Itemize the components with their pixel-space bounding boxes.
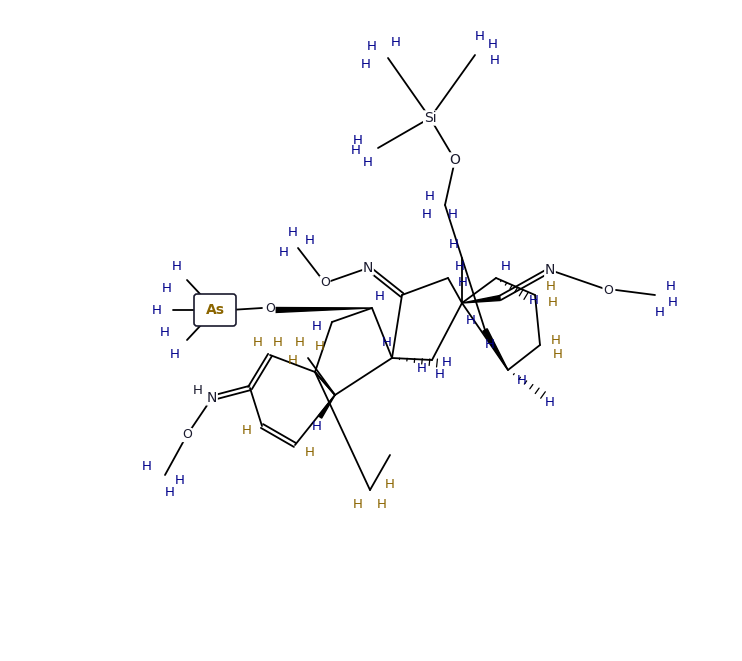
Text: O: O bbox=[450, 153, 461, 167]
Text: H: H bbox=[485, 338, 495, 352]
Text: H: H bbox=[142, 461, 152, 473]
Text: Si: Si bbox=[424, 111, 436, 125]
Text: H: H bbox=[545, 395, 555, 408]
Text: H: H bbox=[655, 307, 665, 319]
Text: N: N bbox=[207, 391, 217, 405]
Text: H: H bbox=[375, 290, 385, 303]
Text: H: H bbox=[351, 143, 361, 157]
Text: H: H bbox=[546, 280, 556, 293]
Text: H: H bbox=[668, 297, 678, 309]
FancyBboxPatch shape bbox=[194, 294, 236, 326]
Text: H: H bbox=[551, 334, 561, 346]
Text: H: H bbox=[312, 420, 322, 434]
Text: H: H bbox=[529, 293, 539, 307]
Text: H: H bbox=[488, 38, 498, 52]
Text: H: H bbox=[172, 260, 182, 272]
Text: H: H bbox=[253, 336, 263, 350]
Text: H: H bbox=[367, 40, 377, 52]
Text: H: H bbox=[435, 368, 445, 381]
Text: H: H bbox=[353, 134, 363, 147]
Text: H: H bbox=[162, 282, 172, 295]
Text: H: H bbox=[170, 348, 180, 360]
Text: H: H bbox=[455, 260, 465, 272]
Text: H: H bbox=[288, 227, 298, 239]
Text: As: As bbox=[206, 303, 225, 317]
Text: H: H bbox=[315, 340, 325, 352]
Text: H: H bbox=[288, 354, 298, 366]
Polygon shape bbox=[275, 307, 372, 313]
Text: H: H bbox=[385, 479, 395, 492]
Text: O: O bbox=[603, 284, 613, 297]
Text: H: H bbox=[193, 383, 203, 397]
Polygon shape bbox=[483, 329, 508, 370]
Text: H: H bbox=[449, 237, 459, 251]
Text: H: H bbox=[425, 190, 435, 204]
Text: H: H bbox=[382, 336, 392, 350]
Text: H: H bbox=[475, 30, 485, 44]
Text: H: H bbox=[305, 446, 315, 459]
Text: H: H bbox=[312, 321, 322, 334]
Text: H: H bbox=[361, 58, 371, 71]
Polygon shape bbox=[318, 395, 335, 418]
Text: H: H bbox=[273, 336, 283, 350]
Text: O: O bbox=[182, 428, 192, 442]
Text: H: H bbox=[466, 313, 476, 327]
Text: H: H bbox=[152, 303, 162, 317]
Text: H: H bbox=[377, 498, 387, 512]
Text: H: H bbox=[242, 424, 252, 438]
Text: H: H bbox=[417, 362, 427, 375]
Text: O: O bbox=[320, 276, 330, 290]
Text: N: N bbox=[363, 261, 373, 275]
Text: H: H bbox=[160, 325, 170, 338]
Text: H: H bbox=[165, 486, 175, 500]
Text: H: H bbox=[448, 208, 458, 221]
Polygon shape bbox=[462, 295, 500, 303]
Text: H: H bbox=[517, 373, 527, 387]
Text: H: H bbox=[279, 247, 289, 260]
Text: H: H bbox=[363, 157, 373, 169]
Text: H: H bbox=[666, 280, 676, 293]
Text: H: H bbox=[295, 336, 305, 350]
Text: O: O bbox=[265, 301, 275, 315]
Text: H: H bbox=[305, 233, 315, 247]
Text: H: H bbox=[501, 260, 511, 272]
Text: H: H bbox=[548, 297, 558, 309]
Text: H: H bbox=[442, 356, 452, 369]
Text: H: H bbox=[553, 348, 563, 362]
Text: H: H bbox=[353, 498, 363, 512]
Text: H: H bbox=[490, 54, 500, 67]
Text: N: N bbox=[545, 263, 555, 277]
Text: H: H bbox=[175, 473, 185, 486]
Text: H: H bbox=[458, 276, 468, 290]
Text: H: H bbox=[422, 208, 432, 221]
Text: H: H bbox=[391, 36, 401, 50]
